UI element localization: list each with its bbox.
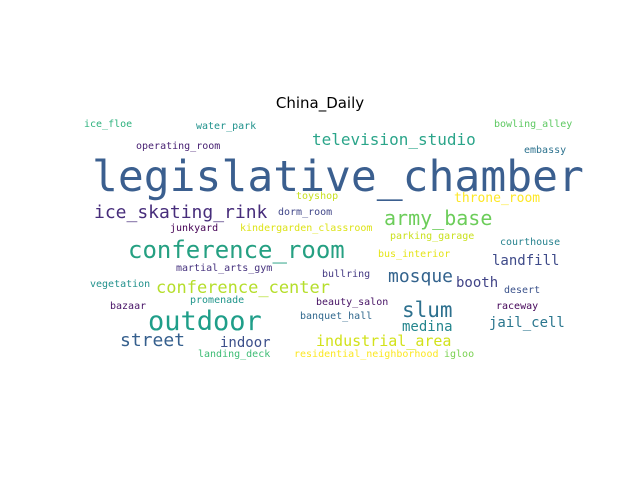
cloud-word-landfill: landfill xyxy=(492,253,560,269)
cloud-word-medina: medina xyxy=(402,319,453,335)
cloud-word-desert: desert xyxy=(504,285,541,296)
cloud-word-banquet-hall: banquet_hall xyxy=(300,311,373,322)
word-cloud: legislative_chamber television_studio ice_… xyxy=(80,114,584,366)
figure-title: China_Daily xyxy=(275,94,365,112)
cloud-word-booth: booth xyxy=(456,275,499,291)
cloud-word-mosque: mosque xyxy=(388,266,454,287)
cloud-word-landing-deck: landing_deck xyxy=(198,349,271,360)
cloud-word-bullring: bullring xyxy=(322,269,371,280)
cloud-word-courthouse: courthouse xyxy=(500,237,561,248)
cloud-word-raceway: raceway xyxy=(496,301,539,312)
cloud-word-army-base: army_base xyxy=(384,206,493,230)
cloud-word-slum: slum xyxy=(402,298,453,322)
cloud-word-throne-room: throne_room xyxy=(454,191,541,206)
cloud-word-street: street xyxy=(120,330,186,351)
cloud-word-conference-center: conference_center xyxy=(156,278,330,298)
cloud-word-promenade: promenade xyxy=(190,295,245,306)
cloud-word-water-park: water_park xyxy=(196,121,257,132)
cloud-word-vegetation: vegetation xyxy=(90,279,151,290)
cloud-word-parking-garage: parking_garage xyxy=(390,231,475,242)
cloud-word-bowling-alley: bowling_alley xyxy=(494,119,573,130)
cloud-word-television-studio: television_studio xyxy=(312,130,476,149)
cloud-word-residential-neighborhood: residential_neighborhood xyxy=(294,349,439,360)
cloud-word-junkyard: junkyard xyxy=(170,223,219,234)
cloud-word-beauty-salon: beauty_salon xyxy=(316,297,389,308)
cloud-word-embassy: embassy xyxy=(524,145,567,156)
cloud-word-legislative-chamber: legislative_chamber xyxy=(92,152,584,202)
cloud-word-dorm-room: dorm_room xyxy=(278,207,333,218)
cloud-word-operating-room: operating_room xyxy=(136,141,221,152)
cloud-word-martial-arts-gym: martial_arts_gym xyxy=(176,263,273,274)
cloud-word-ice-skating-rink: ice_skating_rink xyxy=(94,202,268,223)
cloud-word-igloo: igloo xyxy=(444,349,475,360)
cloud-word-conference-room: conference_room xyxy=(128,236,345,264)
cloud-word-industrial-area: industrial_area xyxy=(316,332,452,350)
cloud-word-indoor: indoor xyxy=(220,335,271,351)
cloud-word-ice-floe: ice_floe xyxy=(84,119,133,130)
cloud-word-toyshop: toyshop xyxy=(296,191,339,202)
cloud-word-jail-cell: jail_cell xyxy=(489,315,565,331)
cloud-word-outdoor: outdoor xyxy=(148,306,262,337)
cloud-word-bazaar: bazaar xyxy=(110,301,147,312)
cloud-word-bus-interior: bus_interior xyxy=(378,249,451,260)
cloud-word-kindergarden-classroom: kindergarden_classroom xyxy=(240,223,373,234)
